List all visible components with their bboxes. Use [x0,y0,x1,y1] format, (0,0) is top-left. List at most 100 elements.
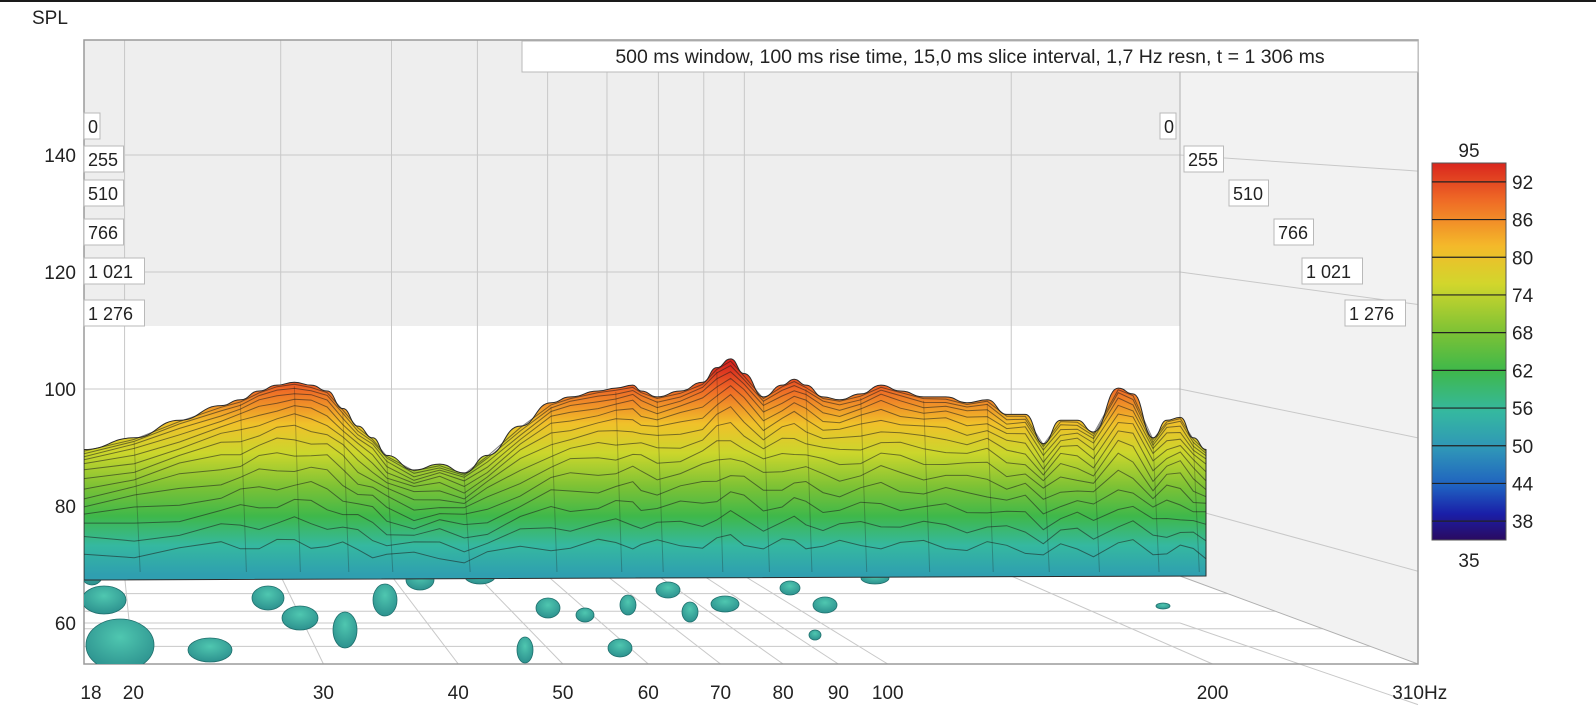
decay-blob [332,611,358,649]
y-tick-label: 80 [55,497,76,518]
decay-ridge [1152,441,1160,573]
y-tick-label: 60 [55,614,76,635]
top-border [0,0,1596,2]
colorbar-tick-label: 80 [1512,248,1533,269]
chart-title: 500 ms window, 100 ms rise time, 15,0 ms… [615,46,1325,68]
colorbar-tick-label: 44 [1512,474,1534,495]
decay-ridge [463,476,471,573]
x-tick-label: 90 [828,683,849,704]
x-tick-label: 40 [448,683,469,704]
decay-blob [251,585,285,611]
decay-blob [655,581,681,599]
back-wall [84,40,1180,326]
colorbar-tick-label: 92 [1512,173,1533,194]
decay-ridge [615,392,623,573]
time-label-text: 1 021 [88,262,133,282]
decay-ridge [1192,441,1200,573]
y-tick-label: 100 [44,380,76,401]
grid-line [391,575,459,665]
side-wall [1180,40,1418,664]
time-label-box [1344,299,1406,327]
time-label-right: 1 276 [1344,299,1406,327]
decay-contour [84,385,1207,488]
x-tick-label: 310 [1392,683,1424,704]
spectrum-surface [84,358,1207,581]
time-label-text: 0 [1164,117,1174,137]
colorbar-max-label: 95 [1458,141,1479,162]
floor [84,576,1418,664]
spectrum-area [84,358,1207,581]
time-label-left: 766 [83,218,124,246]
time-label-box [1183,145,1224,173]
decay-ridge [860,397,868,573]
colorbar-ticks: 92 86 80 74 68 62 56 50 44 38 [1432,173,1534,533]
time-label-text: 766 [1278,223,1308,243]
decay-ridge [805,389,813,573]
decay-blob [710,595,740,613]
decay-ridge [716,371,724,573]
grid-line [477,575,564,665]
time-label-left: 0 [83,112,101,140]
decay-contour [84,458,1207,522]
decay-ridge [386,459,394,573]
decay-ridge [656,400,664,573]
x-axis-unit: Hz [1424,683,1447,704]
decay-blob [187,637,233,663]
time-label-box [83,112,101,140]
x-tick-label: 80 [773,683,794,704]
grid-line [1179,271,1419,305]
x-tick-label: 18 [80,683,101,704]
time-label-box [83,179,124,207]
time-axis-labels: 0 0 255 255 510 510 766 766 1 021 1 021 1 276 1 276 [83,112,1406,327]
decay-blob [607,638,633,658]
decay-ridge [342,412,350,573]
colorbar-tick-label: 86 [1512,211,1533,232]
time-label-box [83,299,145,327]
decay-blob [281,605,319,631]
time-label-box [1301,257,1363,285]
time-label-text: 1 021 [1306,262,1351,282]
time-label-right: 510 [1228,179,1269,207]
colorbar: 92 86 80 74 68 62 56 50 44 38 95 35 [1431,141,1534,572]
box-edge [1179,575,1419,665]
y-axis-label: SPL [32,8,68,29]
decay-contour [84,440,1207,511]
time-label-left: 510 [83,179,124,207]
decay-blob [812,596,838,614]
time-label-text: 766 [88,223,118,243]
time-label-right: 1 021 [1301,257,1363,285]
time-label-box [1273,218,1314,246]
time-label-text: 510 [88,184,118,204]
time-label-left: 1 276 [83,299,145,327]
decay-ridge [293,386,301,573]
decay-blob [372,583,398,617]
time-label-text: 0 [88,117,98,137]
decay-ridge [1042,447,1050,573]
grid-line [703,575,839,665]
grid-line [606,575,721,665]
x-tick-label: 50 [552,683,573,704]
decay-ridge [239,403,247,573]
decay-contour [84,406,1207,500]
time-label-text: 255 [1188,150,1218,170]
colorbar-tick-label: 74 [1512,286,1534,307]
time-label-box [83,145,124,173]
decay-contour [84,377,1207,482]
grid-line [744,575,888,665]
plot-border [83,39,1419,665]
decay-contour [84,510,1207,553]
x-tick-label: 70 [710,683,731,704]
decay-blob [535,597,561,619]
decay-ridge [986,403,994,573]
decay-ridge [762,400,770,573]
y-tick-label: 140 [44,146,76,167]
decay-blob [808,629,822,641]
colorbar-tick-label: 50 [1512,437,1533,458]
time-label-text: 1 276 [88,304,133,324]
decay-ridge [923,400,931,573]
y-tick-label: 120 [44,263,76,284]
time-label-right: 0 [1159,112,1177,140]
decay-contour [84,421,1207,505]
decay-blob [85,618,155,664]
